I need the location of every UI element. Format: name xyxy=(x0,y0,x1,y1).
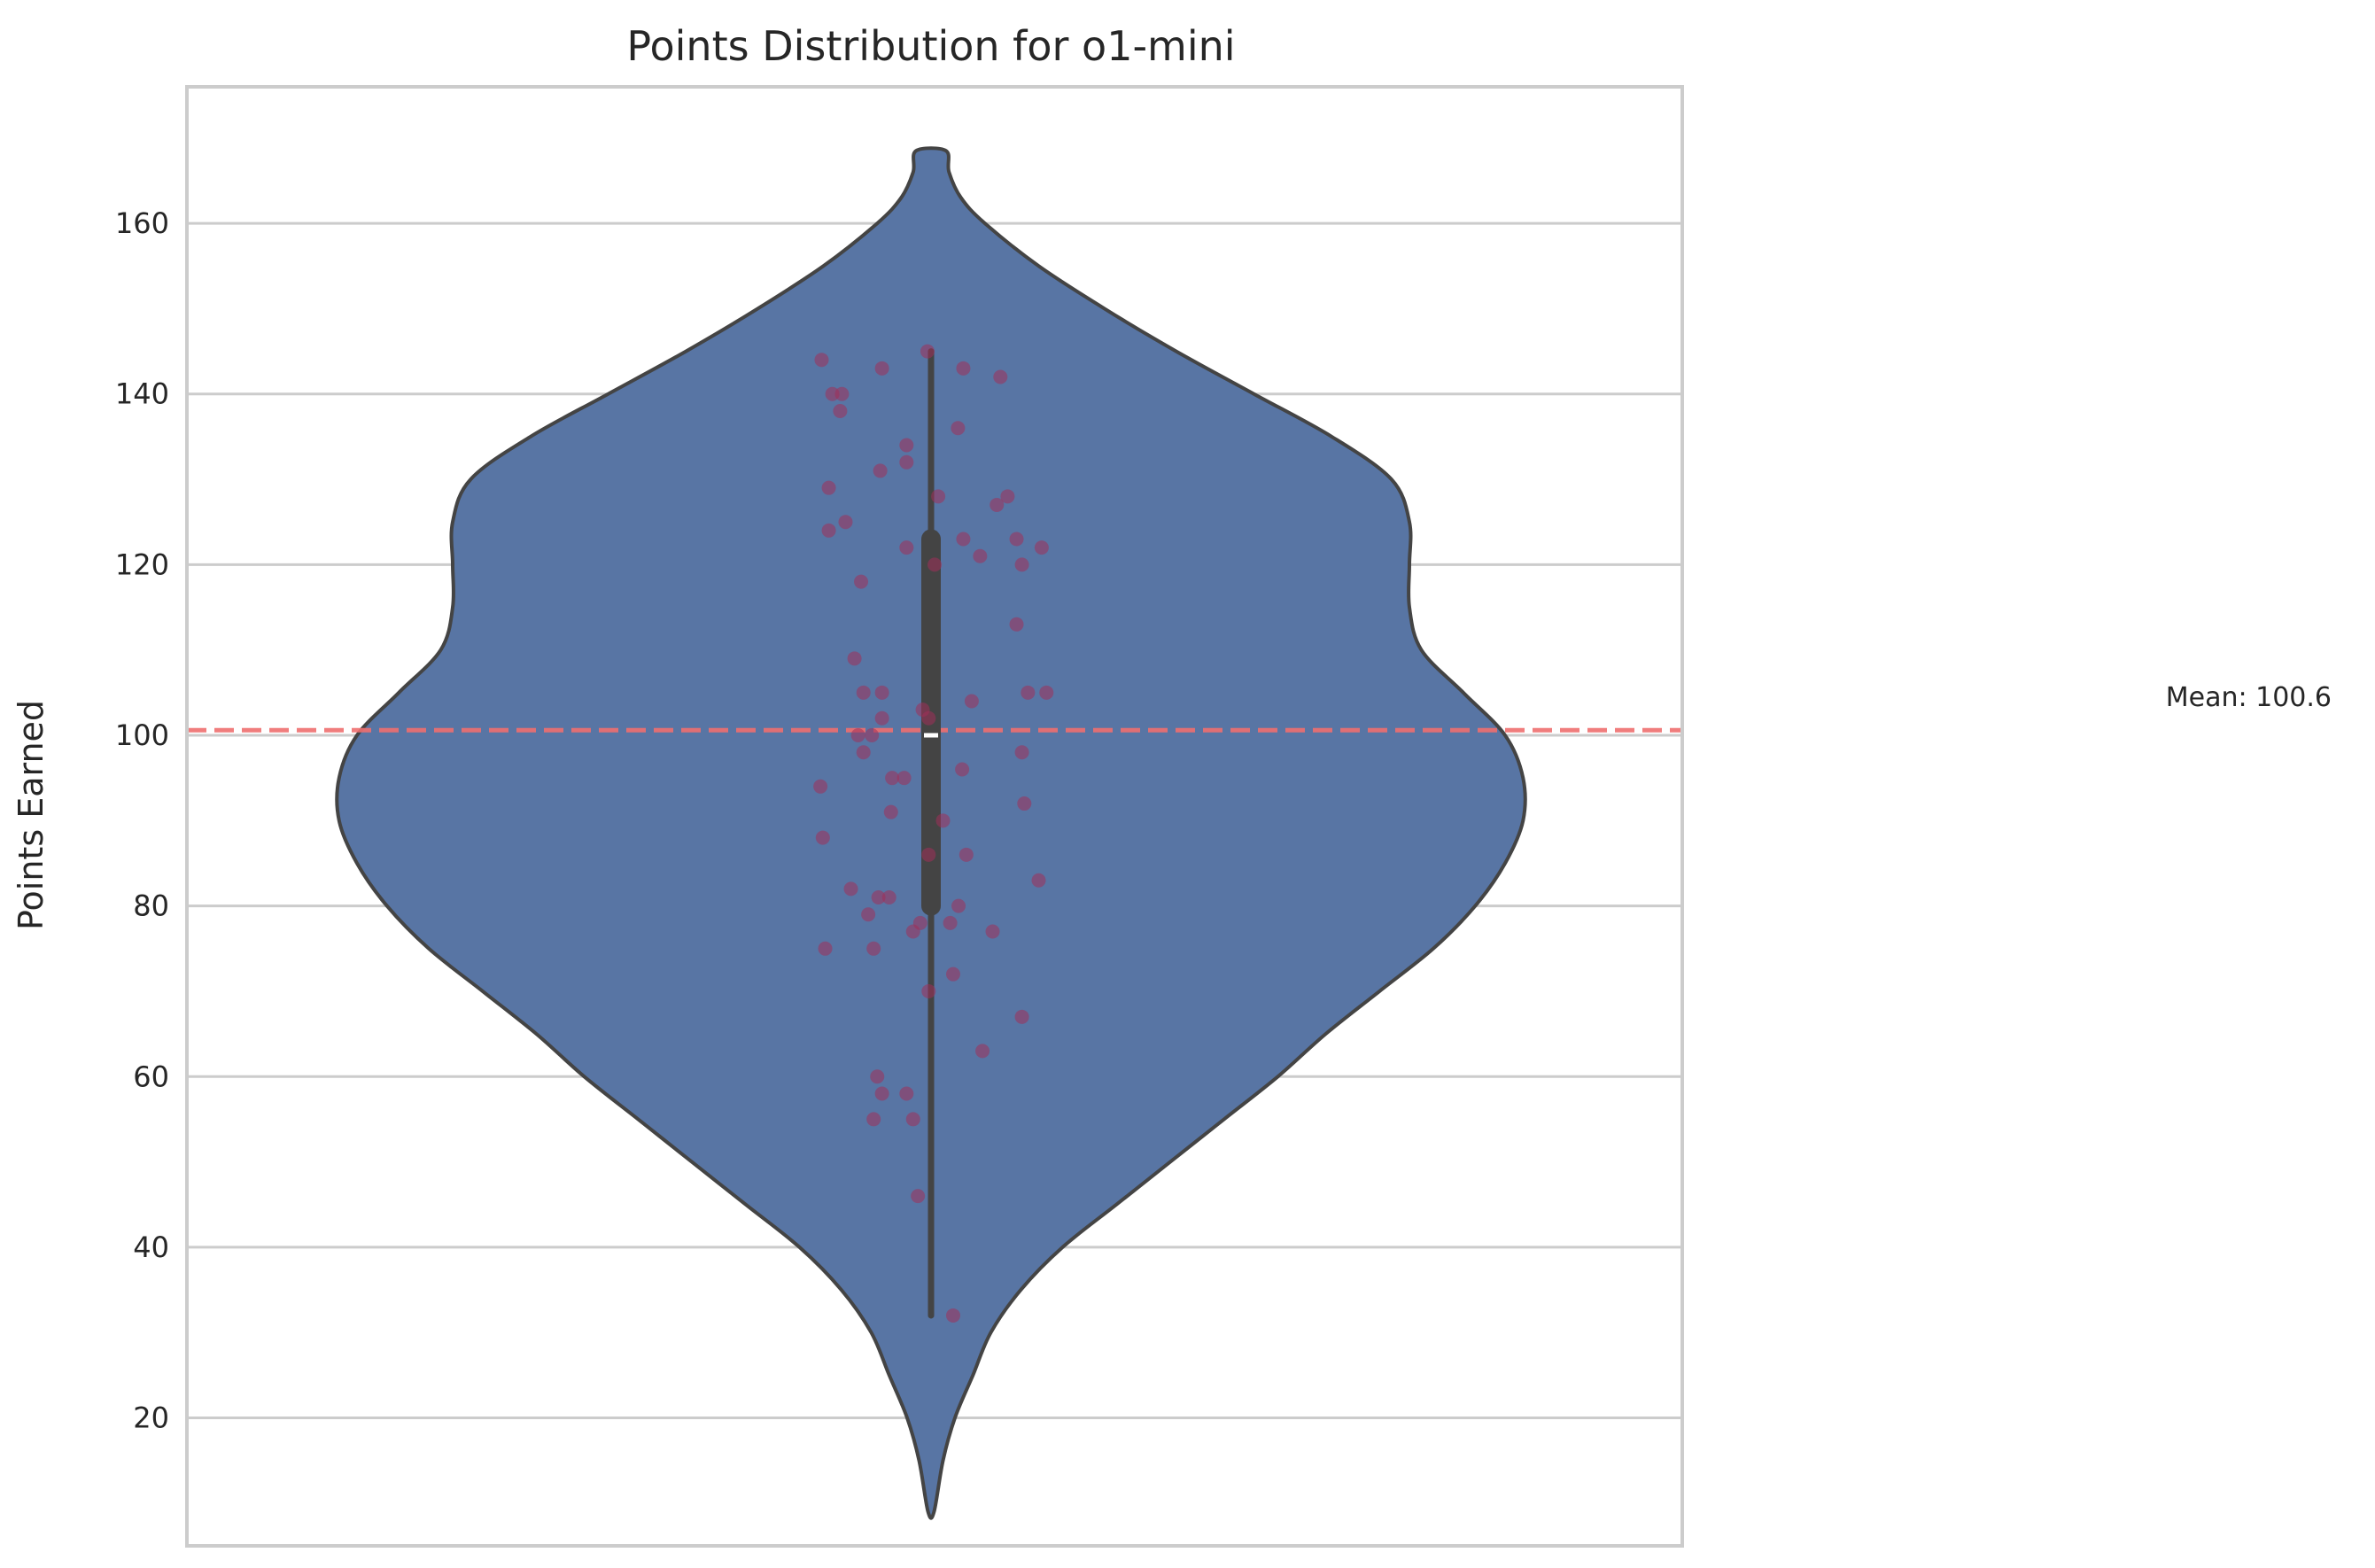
data-point-22 xyxy=(973,548,988,563)
data-point-21 xyxy=(1034,540,1049,555)
data-point-38 xyxy=(856,745,871,760)
data-point-25 xyxy=(854,574,869,589)
data-point-61 xyxy=(866,941,881,956)
y-tick-label-140: 140 xyxy=(115,377,169,411)
data-point-14 xyxy=(1000,489,1015,504)
data-point-72 xyxy=(945,1308,960,1323)
data-point-49 xyxy=(959,847,974,862)
data-point-69 xyxy=(866,1112,881,1127)
y-tick-label-160: 160 xyxy=(115,206,169,240)
data-point-3 xyxy=(833,404,848,418)
data-point-56 xyxy=(943,915,958,930)
y-tick-label-20: 20 xyxy=(133,1401,169,1435)
data-point-67 xyxy=(874,1086,889,1101)
data-point-12 xyxy=(821,480,836,495)
data-point-26 xyxy=(1009,617,1024,632)
data-point-71 xyxy=(911,1189,926,1204)
data-point-7 xyxy=(993,369,1008,384)
y-axis-label: Points Earned xyxy=(12,700,50,930)
data-point-59 xyxy=(985,924,1000,939)
data-point-11 xyxy=(873,463,888,478)
data-point-68 xyxy=(899,1086,914,1101)
plot-frame xyxy=(185,85,1684,1548)
y-tick-label-60: 60 xyxy=(133,1060,169,1093)
data-point-44 xyxy=(1017,796,1032,811)
data-point-62 xyxy=(945,966,960,982)
data-point-4 xyxy=(874,361,889,376)
data-point-27 xyxy=(847,651,862,666)
data-point-6 xyxy=(956,361,971,376)
data-point-34 xyxy=(921,710,936,726)
data-points xyxy=(813,344,1054,1323)
data-point-17 xyxy=(821,523,836,538)
y-tick-labels: 20 40 60 80 100 120 140 160 xyxy=(115,206,169,1434)
data-point-35 xyxy=(874,710,889,726)
data-point-48 xyxy=(921,847,936,862)
data-point-45 xyxy=(883,804,898,819)
mean-label: Mean: 100.6 xyxy=(2166,682,2332,713)
data-point-55 xyxy=(861,907,876,922)
data-point-9 xyxy=(899,438,914,453)
y-tick-label-40: 40 xyxy=(133,1230,169,1264)
data-point-43 xyxy=(813,779,828,794)
data-point-40 xyxy=(955,762,970,777)
y-tick-label-80: 80 xyxy=(133,889,169,923)
data-point-16 xyxy=(838,515,853,530)
data-point-41 xyxy=(885,771,900,786)
data-point-20 xyxy=(899,540,914,555)
data-point-24 xyxy=(927,557,943,572)
data-point-30 xyxy=(1021,685,1036,700)
data-point-64 xyxy=(1014,1009,1029,1024)
data-point-51 xyxy=(843,881,858,897)
data-point-58 xyxy=(905,924,920,939)
data-point-18 xyxy=(956,532,971,547)
data-point-32 xyxy=(964,694,979,709)
y-tick-label-120: 120 xyxy=(115,547,169,581)
data-point-5 xyxy=(920,344,935,359)
y-tick-label-100: 100 xyxy=(115,718,169,752)
data-point-23 xyxy=(1014,557,1029,572)
data-point-8 xyxy=(951,421,966,436)
data-point-10 xyxy=(899,454,914,470)
data-point-37 xyxy=(865,728,880,742)
data-point-2 xyxy=(834,386,850,401)
data-point-52 xyxy=(871,890,886,904)
data-point-42 xyxy=(896,771,912,786)
data-point-0 xyxy=(814,353,829,368)
data-point-29 xyxy=(874,685,889,700)
data-point-46 xyxy=(935,813,951,828)
data-point-15 xyxy=(990,497,1005,512)
data-point-39 xyxy=(1014,745,1029,760)
data-point-54 xyxy=(951,898,966,913)
data-point-47 xyxy=(815,830,830,845)
data-point-63 xyxy=(921,983,936,998)
data-point-70 xyxy=(905,1112,920,1127)
data-point-28 xyxy=(856,685,871,700)
data-point-60 xyxy=(818,941,833,956)
data-point-31 xyxy=(1039,685,1054,700)
data-point-50 xyxy=(1031,873,1046,888)
data-point-66 xyxy=(870,1069,885,1084)
data-point-19 xyxy=(1009,532,1024,547)
data-point-65 xyxy=(975,1044,990,1059)
data-point-13 xyxy=(931,489,946,504)
data-point-53 xyxy=(881,890,896,904)
chart-title: Points Distribution for o1-mini xyxy=(626,22,1235,70)
data-point-36 xyxy=(850,728,865,742)
